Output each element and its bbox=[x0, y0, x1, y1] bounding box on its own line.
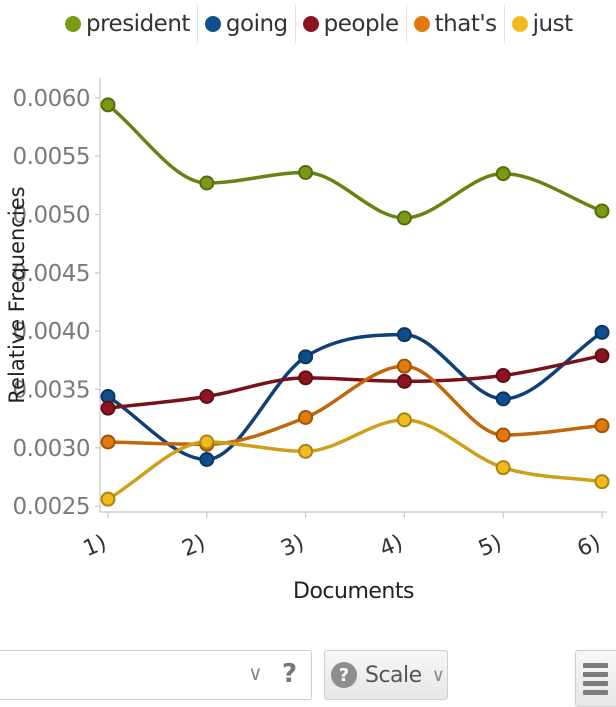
series-line-people bbox=[106, 353, 604, 410]
legend-swatch-thats bbox=[413, 16, 430, 32]
data-point-thats[interactable] bbox=[100, 434, 116, 450]
data-point-president[interactable] bbox=[396, 210, 412, 226]
legend-swatch-people bbox=[302, 16, 319, 32]
data-point-people[interactable] bbox=[396, 373, 412, 389]
data-point-just[interactable] bbox=[495, 460, 511, 476]
search-box: ∨ ? bbox=[0, 650, 312, 700]
legend-label-just: just bbox=[532, 11, 573, 37]
legend-label-people: people bbox=[323, 11, 399, 37]
x-tick-label: 6) bbox=[574, 530, 604, 562]
x-tick-label: 4) bbox=[376, 530, 406, 562]
y-tick-label: 0.0055 bbox=[13, 144, 90, 170]
data-point-thats[interactable] bbox=[594, 418, 610, 434]
series-line-just bbox=[106, 418, 604, 501]
y-tick-label: 0.0025 bbox=[13, 494, 90, 520]
data-point-going[interactable] bbox=[199, 452, 215, 467]
data-point-just[interactable] bbox=[298, 443, 314, 459]
y-axis-title: Relative Frequencies bbox=[5, 186, 29, 403]
data-point-president[interactable] bbox=[199, 175, 215, 191]
data-point-just[interactable] bbox=[100, 491, 116, 507]
chevron-down-icon[interactable]: ∨ bbox=[248, 661, 263, 685]
x-tick-label: 2) bbox=[179, 530, 209, 562]
data-point-president[interactable] bbox=[100, 97, 116, 113]
chart: 0.0025 0.0030 0.0035 0.0040 0.0045 0.0050 0.00… bbox=[5, 78, 610, 604]
y-tick-label: 0.0045 bbox=[13, 261, 90, 287]
data-point-president[interactable] bbox=[594, 203, 610, 219]
data-point-just[interactable] bbox=[396, 412, 412, 428]
legend-swatch-just bbox=[511, 16, 528, 32]
legend-item-president[interactable]: president bbox=[58, 5, 198, 43]
chevron-down-icon: ∨ bbox=[431, 664, 445, 686]
data-point-going[interactable] bbox=[396, 327, 412, 343]
y-tick-label: 0.0030 bbox=[13, 436, 90, 462]
menu-button[interactable] bbox=[575, 650, 616, 707]
data-point-people[interactable] bbox=[495, 368, 511, 383]
legend-item-just[interactable]: just bbox=[505, 5, 580, 43]
data-point-people[interactable] bbox=[594, 348, 610, 364]
help-circle-icon: ? bbox=[331, 662, 357, 688]
data-point-president[interactable] bbox=[298, 165, 314, 180]
y-tick-label: 0.0035 bbox=[13, 378, 90, 404]
y-tick-label: 0.0060 bbox=[13, 86, 90, 112]
help-icon[interactable]: ? bbox=[282, 659, 298, 689]
legend-swatch-president bbox=[65, 16, 81, 32]
series-line-going bbox=[106, 330, 604, 462]
axes: 0.0025 0.0030 0.0035 0.0040 0.0045 0.0050 0.00… bbox=[5, 78, 607, 604]
data-point-just[interactable] bbox=[199, 434, 215, 450]
data-point-people[interactable] bbox=[100, 400, 116, 416]
series-points bbox=[100, 97, 610, 507]
data-point-going[interactable] bbox=[594, 324, 610, 340]
data-point-going[interactable] bbox=[495, 391, 511, 407]
y-tick-label: 0.0050 bbox=[13, 203, 90, 229]
legend-label-thats: that's bbox=[434, 11, 498, 37]
data-point-just[interactable] bbox=[594, 474, 610, 490]
search-input[interactable] bbox=[0, 651, 230, 699]
data-point-thats[interactable] bbox=[396, 358, 412, 374]
toolbar: ∨ ? ? Scale ∨ bbox=[0, 650, 616, 707]
legend: president going people that's just bbox=[58, 5, 580, 43]
scale-label: Scale bbox=[365, 662, 422, 688]
x-tick-label: 1) bbox=[80, 530, 110, 562]
x-tick-label: 3) bbox=[278, 530, 308, 562]
data-point-thats[interactable] bbox=[495, 427, 511, 443]
data-point-people[interactable] bbox=[199, 389, 215, 404]
x-axis-title: Documents bbox=[293, 579, 414, 604]
data-point-going[interactable] bbox=[298, 349, 314, 365]
x-tick-label: 5) bbox=[475, 530, 505, 562]
data-point-thats[interactable] bbox=[298, 410, 314, 425]
legend-item-people[interactable]: people bbox=[296, 5, 407, 43]
legend-item-going[interactable]: going bbox=[198, 5, 296, 43]
series-line-president bbox=[106, 103, 604, 220]
data-point-president[interactable] bbox=[495, 166, 511, 182]
menu-icon bbox=[583, 663, 608, 699]
scale-button[interactable]: ? Scale ∨ bbox=[324, 650, 448, 700]
legend-label-president: president bbox=[86, 11, 190, 37]
legend-item-thats[interactable]: that's bbox=[407, 5, 505, 43]
series-lines bbox=[106, 103, 604, 501]
y-tick-label: 0.0040 bbox=[13, 319, 90, 345]
legend-swatch-going bbox=[204, 16, 221, 32]
legend-label-going: going bbox=[225, 11, 288, 37]
data-point-people[interactable] bbox=[298, 370, 314, 386]
